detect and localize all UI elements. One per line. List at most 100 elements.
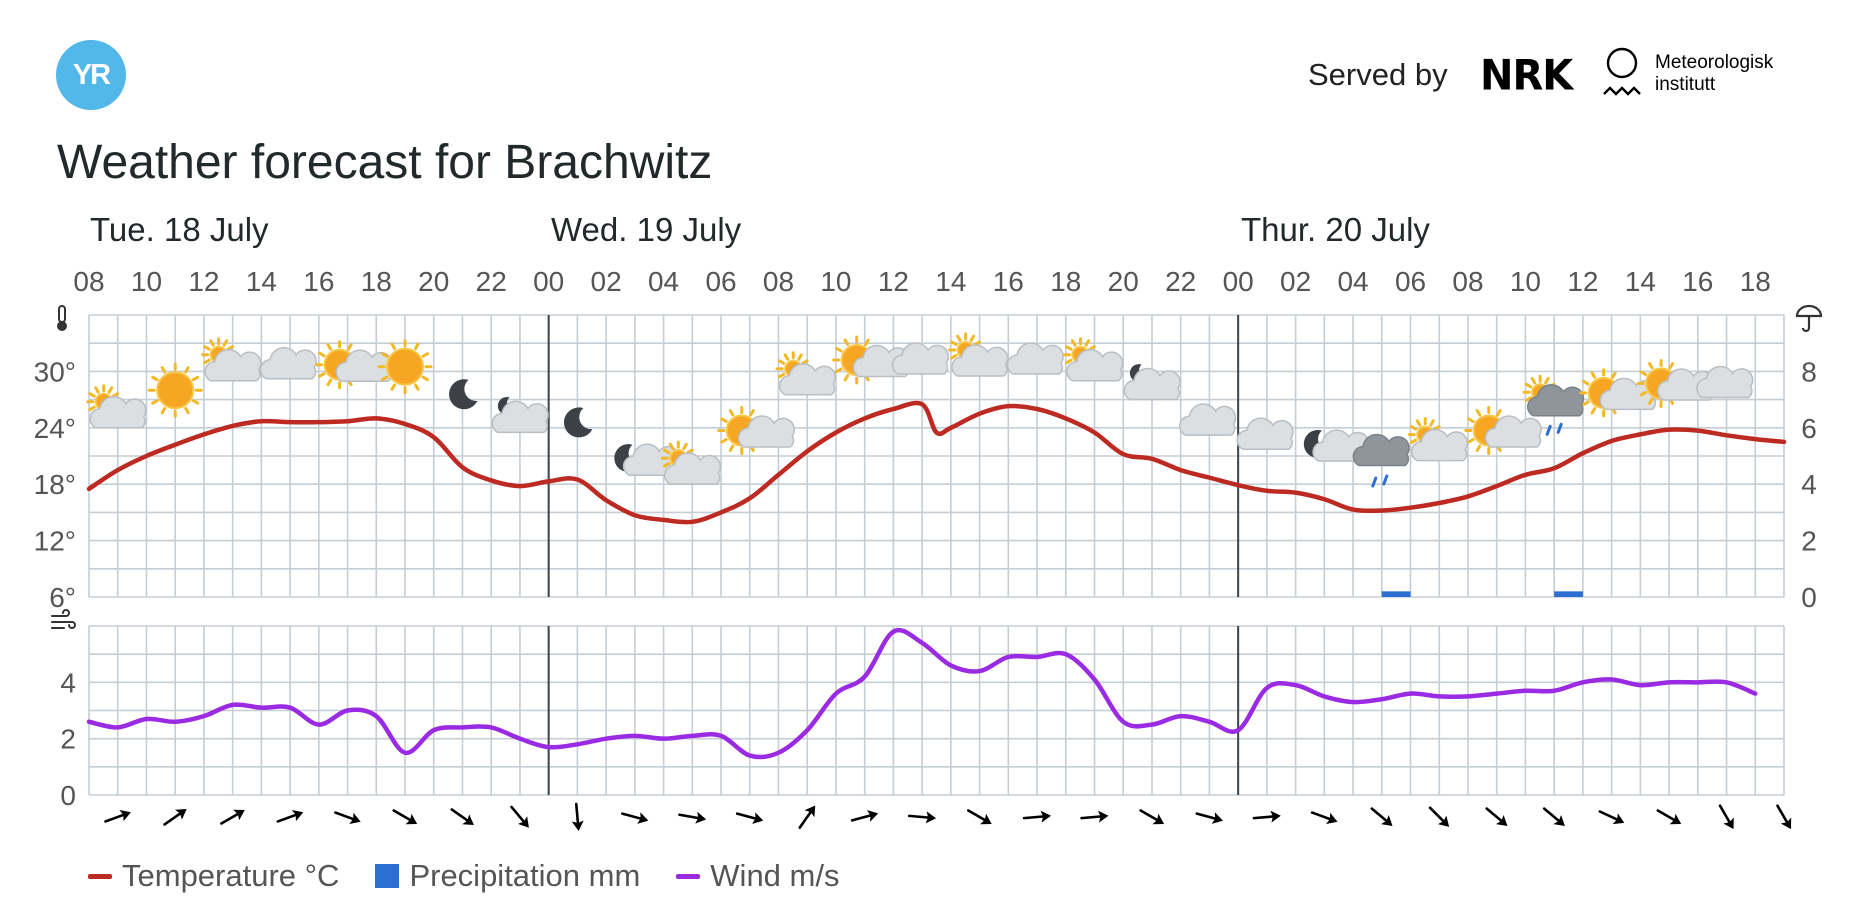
hour-tick-label: 16: [1682, 266, 1713, 297]
wind-direction-arrow: [1139, 809, 1165, 825]
hour-tick-label: 14: [1625, 266, 1656, 297]
hour-tick-label: 00: [1223, 266, 1254, 297]
partly-cloudy-night-icon: [491, 396, 549, 434]
hour-tick-label: 18: [361, 266, 392, 297]
fair-day-icon: [1464, 406, 1542, 455]
temp-tick-label: 24°: [34, 413, 76, 444]
wind-direction-arrow: [1310, 811, 1338, 825]
temp-tick-label: 30°: [34, 356, 76, 387]
precip-tick-label: 6: [1801, 413, 1817, 444]
partly-cloudy-day-icon: [1407, 417, 1469, 462]
yr-logo[interactable]: YR: [56, 40, 126, 110]
legend-temperature-label: Temperature °C: [122, 858, 340, 893]
wind-direction-arrow: [1718, 804, 1734, 830]
cloudy-icon: [1236, 417, 1294, 450]
wind-direction-arrow: [450, 808, 474, 826]
wind-tick-label: 2: [60, 724, 76, 755]
hour-tick-label: 20: [1108, 266, 1139, 297]
wind-direction-arrow: [1656, 809, 1682, 825]
precipitation-bar: [1381, 591, 1411, 597]
precipitation-bar: [1554, 591, 1583, 597]
wind-direction-arrow: [798, 805, 816, 829]
hour-tick-label: 06: [705, 266, 736, 297]
partly-cloudy-day-icon: [86, 384, 147, 429]
wind-direction-arrow: [1022, 810, 1051, 823]
hour-tick-label: 08: [763, 266, 794, 297]
fair-day-icon: [832, 335, 910, 385]
wind-direction-arrow: [1776, 804, 1792, 830]
met-institute-icon: [1603, 47, 1641, 96]
wind-direction-arrow: [1195, 812, 1223, 824]
hour-tick-label: 10: [131, 266, 162, 297]
precip-tick-label: 2: [1801, 526, 1817, 557]
partly-cloudy-day-icon: [660, 440, 722, 485]
met-line2: institutt: [1655, 74, 1716, 95]
partly-cloudy-day-icon: [775, 351, 837, 396]
wind-direction-arrow: [163, 808, 187, 826]
thermometer-icon: [57, 305, 67, 331]
umbrella-icon: [1795, 304, 1823, 333]
hour-tick-label: 04: [1337, 266, 1368, 297]
wind-tick-label: 4: [60, 667, 76, 698]
precip-tick-label: 4: [1801, 469, 1817, 500]
cloudy-icon: [1006, 342, 1064, 375]
nrk-logo[interactable]: NRK: [1480, 51, 1573, 101]
hour-tick-label: 02: [591, 266, 622, 297]
cloudy-icon: [1696, 365, 1754, 399]
temperature-line: [86, 400, 1787, 525]
day-label: Tue. 18 July: [90, 211, 269, 248]
wind-direction-arrow: [1370, 807, 1393, 826]
wind-direction-arrow: [1428, 806, 1450, 827]
hour-tick-label: 12: [188, 266, 219, 297]
legend-wind-swatch: [676, 873, 701, 879]
legend-temperature-swatch: [88, 873, 112, 879]
wind-direction-arrow: [735, 812, 764, 824]
hour-tick-label: 00: [533, 266, 564, 297]
wind-icon: [51, 609, 76, 629]
legend-precipitation-label: Precipitation mm: [409, 858, 641, 893]
chart-grid: [88, 314, 1785, 796]
partly-cloudy-night-icon: [1123, 364, 1181, 401]
wind-line: [86, 627, 1758, 760]
wind-direction-arrow: [392, 809, 418, 825]
hour-tick-label: 18: [1740, 266, 1771, 297]
hour-tick-label: 14: [935, 266, 966, 297]
cloudy-icon: [1179, 403, 1237, 436]
wind-direction-arrow: [1080, 810, 1109, 823]
hour-tick-label: 08: [73, 266, 104, 297]
hour-tick-label: 06: [1395, 266, 1426, 297]
clear-sky-night-icon: [563, 407, 593, 438]
day-label: Wed. 19 July: [551, 211, 742, 248]
hour-tick-label: 22: [1165, 266, 1196, 297]
wind-direction-arrow: [620, 812, 649, 824]
wind-direction-arrow: [571, 802, 584, 831]
temp-tick-label: 12°: [34, 526, 76, 557]
partly-cloudy-day-icon: [948, 332, 1009, 377]
hour-tick-label: 18: [1050, 266, 1081, 297]
wind-direction-arrow: [1252, 810, 1281, 823]
wind-direction-arrow: [967, 809, 992, 825]
hour-tick-label: 16: [303, 266, 334, 297]
hour-tick-label: 20: [418, 266, 449, 297]
page-title: Weather forecast for Brachwitz: [57, 136, 713, 189]
served-by-label: Served by: [1308, 57, 1448, 92]
wind-direction-arrow: [907, 811, 937, 824]
met-institute-logo[interactable]: Meteorologisk institutt: [1655, 52, 1773, 96]
partly-cloudy-day-icon: [1063, 337, 1124, 382]
hour-tick-label: 14: [246, 266, 277, 297]
clear-sky-day-icon: [147, 362, 203, 418]
legend-wind: Wind m/s: [676, 858, 839, 894]
wind-direction-arrow: [104, 809, 131, 823]
legend-precipitation: Precipitation mm: [375, 858, 640, 894]
cloudy-icon: [259, 346, 317, 380]
partly-cloudy-day-icon: [201, 337, 262, 382]
hour-tick-label: 12: [878, 266, 909, 297]
rain-icon: [1352, 433, 1410, 488]
wind-direction-arrow: [276, 809, 304, 823]
wind-direction-arrow: [1598, 810, 1625, 825]
hour-tick-label: 22: [476, 266, 507, 297]
hour-tick-label: 10: [820, 266, 851, 297]
met-line1: Meteorologisk: [1655, 52, 1774, 73]
clear-sky-day-icon: [377, 339, 433, 395]
